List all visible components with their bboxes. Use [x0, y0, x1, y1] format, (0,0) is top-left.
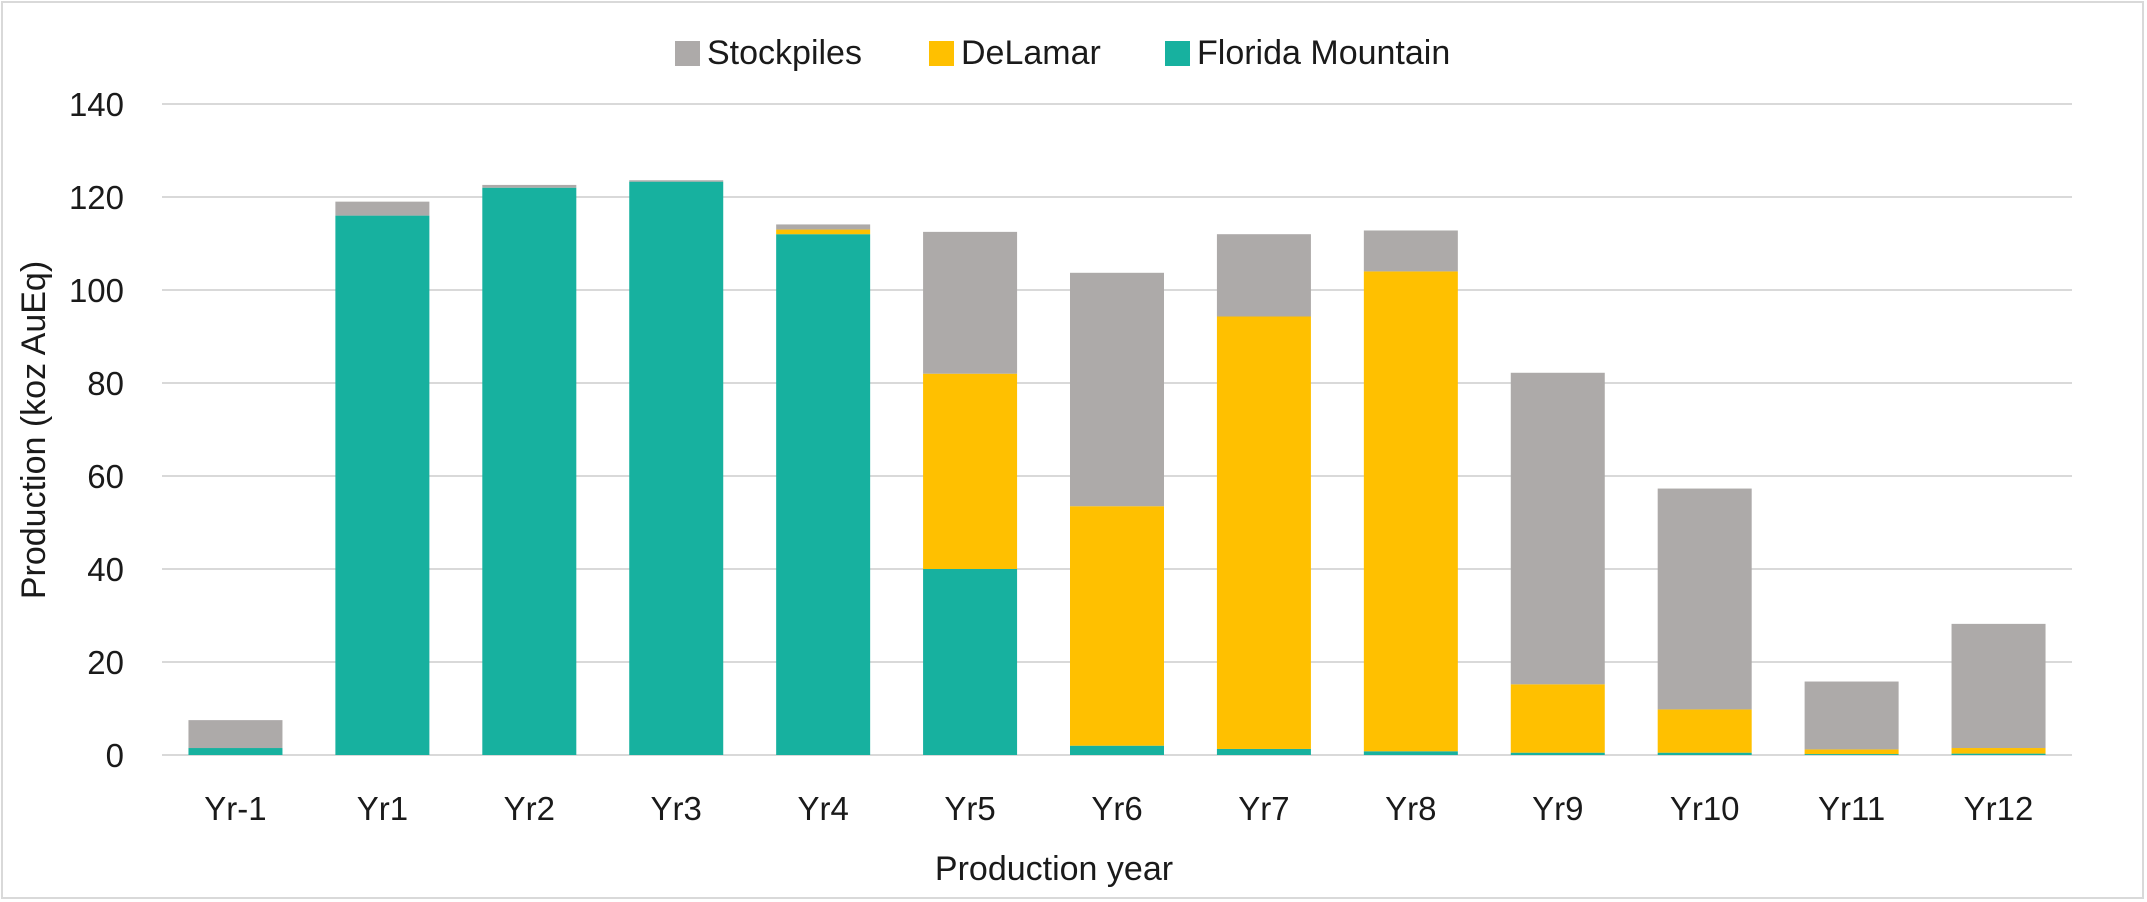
bar-stockpiles-yr9 [1510, 372, 1605, 685]
x-axis-title: Production year [935, 850, 1173, 888]
x-axis-ticks: Yr-1 Yr1 Yr2 Yr3 Yr4 Yr5 Yr6 Yr7 Yr8 Yr9 Yr10 Yr11 Y… [204, 790, 2033, 827]
x-tick-label-yr10: Yr10 [1670, 790, 1740, 827]
x-tick-label-yr11: Yr11 [1818, 790, 1885, 827]
bar-florida-mountain-yr1 [335, 215, 430, 756]
bar-florida-mountain-yr3 [629, 181, 724, 755]
legend-swatch-stockpiles [675, 41, 700, 66]
bar-delamar-yr8 [1363, 271, 1458, 752]
x-tick-label-yr3: Yr3 [651, 790, 702, 827]
legend-label-florida-mountain: Florida Mountain [1197, 34, 1450, 72]
bar-delamar-yr5 [923, 373, 1018, 569]
bar-stockpiles-yr10 [1657, 488, 1752, 710]
bar-florida-mountain-yr12 [1951, 753, 2046, 755]
x-tick-label-yr6: Yr6 [1091, 790, 1142, 827]
legend-swatch-florida-mountain [1165, 41, 1190, 66]
x-tick-label-yr-1: Yr-1 [204, 790, 266, 827]
bar-stockpiles-yr7 [1216, 234, 1311, 317]
bar-delamar-yr6 [1070, 506, 1164, 746]
bars [188, 180, 2046, 756]
bar-florida-mountain-yr4 [776, 234, 871, 755]
y-tick-label-20: 20 [87, 644, 124, 681]
y-tick-label-60: 60 [87, 458, 124, 495]
legend-label-stockpiles: Stockpiles [707, 34, 862, 72]
bar-stockpiles-yr-1 [188, 720, 283, 749]
y-tick-label-120: 120 [69, 179, 124, 216]
y-tick-label-140: 140 [69, 86, 124, 123]
x-tick-label-yr7: Yr7 [1238, 790, 1289, 827]
x-tick-label-yr12: Yr12 [1964, 790, 2034, 827]
bar-stockpiles-yr5 [923, 231, 1018, 374]
y-tick-label-80: 80 [87, 365, 124, 402]
bar-florida-mountain-yr-1 [188, 748, 283, 755]
bar-stockpiles-yr3 [629, 180, 724, 182]
bar-stockpiles-yr8 [1363, 230, 1458, 272]
bar-delamar-yr9 [1510, 684, 1605, 753]
legend: Stockpiles DeLamar Florida Mountain [675, 34, 1450, 72]
x-tick-label-yr4: Yr4 [797, 790, 848, 827]
legend-label-delamar: DeLamar [961, 34, 1101, 72]
bar-stockpiles-yr2 [482, 184, 577, 188]
bar-florida-mountain-yr6 [1070, 745, 1164, 755]
bar-stockpiles-yr11 [1804, 681, 1899, 750]
bar-delamar-yr11 [1804, 749, 1899, 755]
y-axis-ticks: 0 20 40 60 80 100 120 140 [69, 86, 124, 774]
bar-delamar-yr7 [1216, 316, 1311, 749]
bar-delamar-yr4 [776, 229, 871, 235]
x-tick-label-yr2: Yr2 [504, 790, 555, 827]
legend-swatch-delamar [929, 41, 954, 66]
x-tick-label-yr9: Yr9 [1532, 790, 1583, 827]
y-tick-label-40: 40 [87, 551, 124, 588]
x-tick-label-yr5: Yr5 [944, 790, 995, 827]
x-tick-label-yr1: Yr1 [357, 790, 408, 827]
bar-stockpiles-yr1 [335, 201, 430, 216]
y-tick-label-100: 100 [69, 272, 124, 309]
bar-florida-mountain-yr5 [923, 569, 1018, 755]
bar-stockpiles-yr12 [1951, 623, 2046, 749]
bar-stockpiles-yr4 [776, 224, 871, 230]
y-tick-label-0: 0 [106, 737, 124, 774]
bar-florida-mountain-yr2 [482, 187, 577, 755]
bar-florida-mountain-yr7 [1216, 748, 1311, 755]
bar-stockpiles-yr6 [1070, 272, 1164, 507]
bar-florida-mountain-yr9 [1510, 752, 1605, 755]
bar-delamar-yr10 [1657, 709, 1752, 753]
bar-florida-mountain-yr10 [1657, 752, 1752, 755]
bar-delamar-yr12 [1951, 748, 2046, 754]
x-tick-label-yr8: Yr8 [1385, 790, 1436, 827]
bar-florida-mountain-yr8 [1363, 751, 1458, 755]
bar-florida-mountain-yr11 [1804, 754, 1899, 755]
y-axis-title: Production (koz AuEq) [15, 261, 53, 599]
